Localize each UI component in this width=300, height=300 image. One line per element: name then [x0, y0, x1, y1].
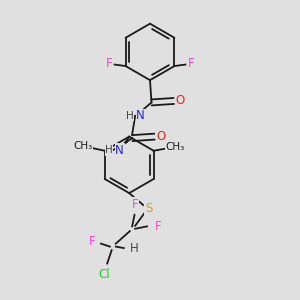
Text: H: H — [130, 242, 138, 255]
Text: Cl: Cl — [98, 268, 110, 281]
Text: O: O — [156, 130, 166, 143]
Text: F: F — [188, 57, 194, 70]
Text: CH₃: CH₃ — [74, 141, 93, 151]
Text: H: H — [105, 145, 113, 155]
Text: F: F — [106, 57, 112, 70]
Text: N: N — [136, 109, 145, 122]
Text: O: O — [176, 94, 185, 107]
Text: F: F — [88, 235, 95, 248]
Text: CH₃: CH₃ — [166, 142, 185, 152]
Text: F: F — [132, 198, 139, 211]
Text: N: N — [115, 143, 124, 157]
Text: H: H — [126, 111, 134, 121]
Text: S: S — [145, 202, 152, 215]
Text: F: F — [154, 220, 161, 233]
